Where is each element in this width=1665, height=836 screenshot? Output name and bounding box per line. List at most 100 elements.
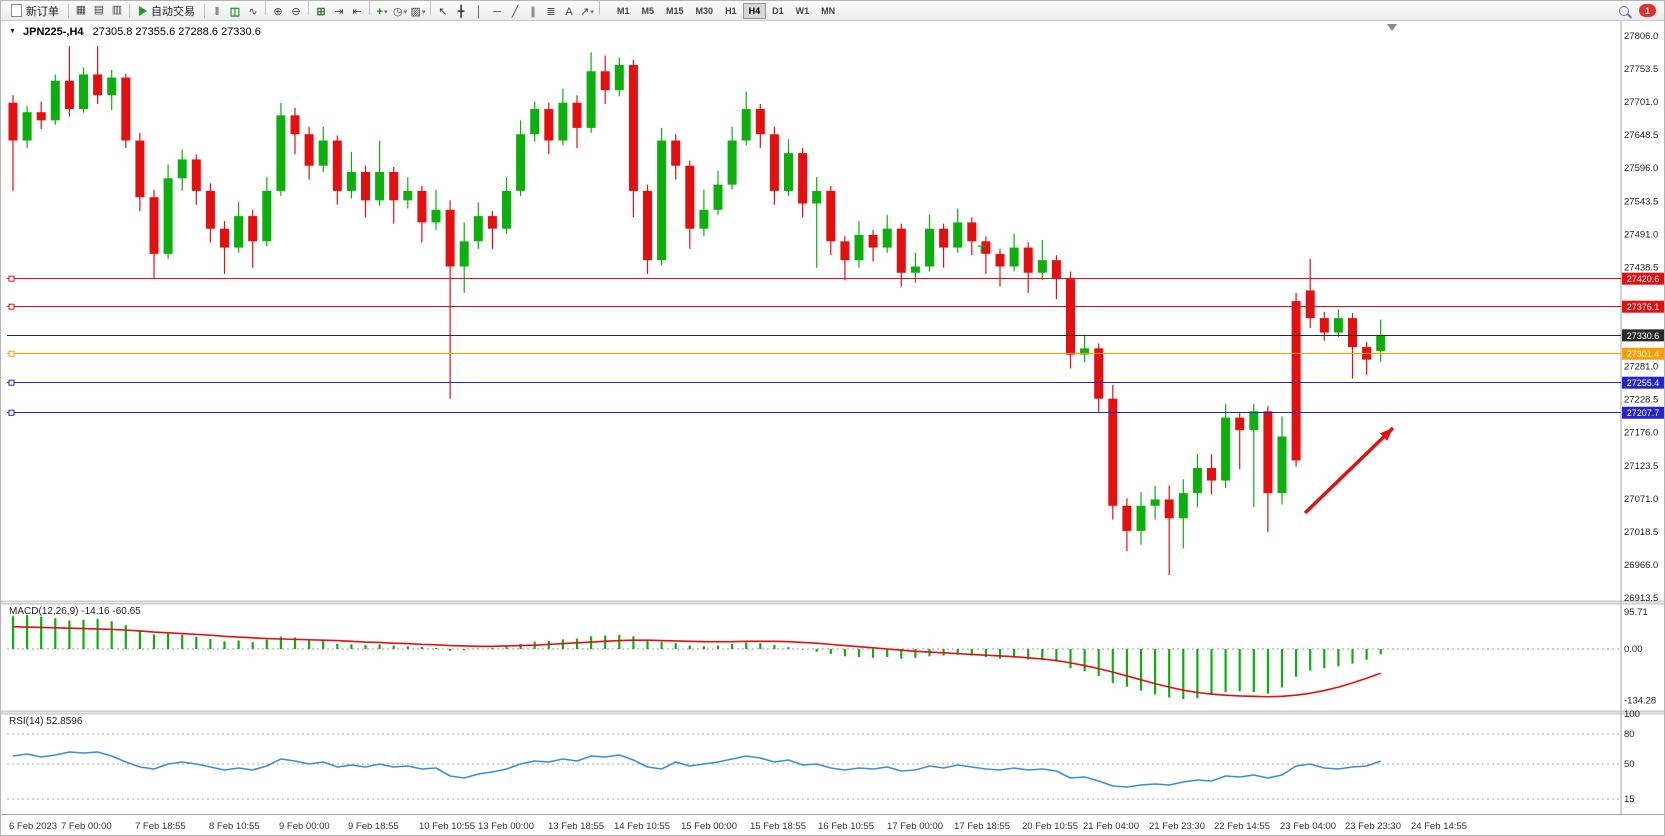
search-icon[interactable] xyxy=(1619,5,1629,16)
indicators-icon: + xyxy=(376,5,383,18)
candle-up xyxy=(713,184,723,210)
time-axis-label: 23 Feb 23:30 xyxy=(1345,821,1401,832)
profiles-button[interactable]: ▤ xyxy=(90,3,108,19)
chart-menu-icon[interactable]: ▼ xyxy=(9,28,16,35)
line-chart-icon: ∿ xyxy=(248,5,258,18)
trendline-icon: ╱ xyxy=(511,5,519,18)
text-button[interactable]: A xyxy=(560,4,578,20)
candle-up xyxy=(1080,348,1090,355)
line-handle[interactable] xyxy=(8,409,15,416)
line-handle[interactable] xyxy=(8,379,15,386)
candlesticks-button[interactable]: ◫ xyxy=(226,4,244,20)
time-axis-label: 13 Feb 18:55 xyxy=(548,821,604,832)
candle-up xyxy=(177,159,187,179)
toolbar-separator xyxy=(430,1,431,15)
arrow-annotation[interactable] xyxy=(1303,426,1395,515)
toolbar-separator xyxy=(204,3,205,18)
templates-button[interactable]: ▨ ▾ xyxy=(409,4,427,20)
price-axis-label: 27806.0 xyxy=(1624,31,1658,42)
fibonacci-button[interactable]: ≣ xyxy=(542,4,560,20)
bar-chart-button[interactable]: ‖ xyxy=(208,4,226,20)
timeframe-h1-button[interactable]: H1 xyxy=(725,5,737,16)
axis-price-tag xyxy=(1622,406,1664,419)
periods-button[interactable]: ◷ ▾ xyxy=(391,4,409,20)
price-axis-label: 27753.5 xyxy=(1624,64,1658,75)
time-axis-label: 21 Feb 23:30 xyxy=(1149,821,1205,832)
candle-up xyxy=(22,112,32,141)
price-axis-label: 27701.0 xyxy=(1624,97,1658,108)
horizontal-line-button[interactable]: ─ xyxy=(488,4,506,20)
periods-icon: ◷ xyxy=(392,5,403,18)
line-handle[interactable] xyxy=(8,303,15,310)
axis-price-tag-label: 27376.1 xyxy=(1627,302,1660,312)
candle-down xyxy=(1348,318,1357,348)
indicators-button[interactable]: + ▾ xyxy=(373,4,391,20)
dropdown-caret-icon: ▾ xyxy=(590,9,594,17)
candle-up xyxy=(403,190,413,201)
candle-up xyxy=(1333,318,1343,333)
time-axis-label: 20 Feb 10:55 xyxy=(1022,821,1078,832)
zoom-out-button[interactable]: ⊖ xyxy=(287,4,305,20)
timeframe-m1-button[interactable]: M1 xyxy=(617,5,630,16)
chart-text-marker[interactable]: T xyxy=(978,244,985,256)
rsi-line xyxy=(12,751,1381,788)
candle-down xyxy=(755,109,765,135)
auto-scroll-button[interactable]: ⇥ xyxy=(330,4,348,20)
navigator-button[interactable]: ▥ xyxy=(108,3,126,19)
zoom-in-button[interactable]: ⊕ xyxy=(269,4,287,20)
toolbar-separator xyxy=(68,3,69,18)
line-handle[interactable] xyxy=(8,275,15,282)
cursor-button[interactable]: ↖ xyxy=(434,4,452,20)
crosshair-icon: ╋ xyxy=(457,5,465,18)
time-axis-label: 15 Feb 18:55 xyxy=(750,821,806,832)
candle-down xyxy=(1263,411,1273,494)
timeframe-m30-button[interactable]: M30 xyxy=(695,5,714,16)
candle-up xyxy=(346,172,356,191)
panel-divider[interactable] xyxy=(1,600,1665,605)
text-icon: A xyxy=(565,5,573,18)
price-axis-label: 27018.5 xyxy=(1624,527,1658,538)
timeframe-w1-button[interactable]: W1 xyxy=(795,5,810,16)
arrows-button[interactable]: ↗ ▾ xyxy=(578,4,596,20)
line-handle[interactable] xyxy=(8,350,15,357)
chart-shift-button[interactable]: ⇤ xyxy=(348,4,366,20)
candle-down xyxy=(1051,260,1061,280)
notification-badge[interactable]: 1 xyxy=(1639,4,1656,17)
candle-down xyxy=(1094,348,1104,399)
candle-up xyxy=(1249,411,1259,431)
panel-divider[interactable] xyxy=(1,710,1665,715)
axis-price-tag xyxy=(1622,347,1664,360)
candle-up xyxy=(1277,436,1287,494)
trendline-button[interactable]: ╱ xyxy=(506,4,524,20)
profiles-icon: ▤ xyxy=(93,4,105,16)
price-axis-label: 27071.0 xyxy=(1624,494,1658,505)
candle-up xyxy=(375,172,385,201)
candle-up xyxy=(699,209,709,229)
time-axis-label: 22 Feb 14:55 xyxy=(1214,821,1270,832)
channel-icon: ∥ xyxy=(530,5,536,18)
auto-trading-icon xyxy=(139,5,147,16)
timeframe-m5-button[interactable]: M5 xyxy=(641,5,655,16)
candle-down xyxy=(1066,279,1075,355)
tile-windows-icon: ⊞ xyxy=(316,5,326,18)
candle-down xyxy=(1291,301,1301,461)
price-axis-label: 27596.0 xyxy=(1624,163,1658,174)
candle-up xyxy=(784,153,793,191)
new-order-button[interactable]: 新订单 xyxy=(5,2,65,20)
candle-up xyxy=(910,266,920,273)
auto-trading-button[interactable]: 自动交易 xyxy=(133,2,201,20)
charts-button[interactable]: ▦ xyxy=(72,3,90,19)
tile-windows-button[interactable]: ⊞ xyxy=(312,4,330,20)
candle-down xyxy=(967,222,977,242)
channel-button[interactable]: ∥ xyxy=(524,4,542,20)
line-chart-button[interactable]: ∿ xyxy=(244,4,262,20)
timeframe-h4-button[interactable]: H4 xyxy=(742,2,767,19)
timeframe-d1-button[interactable]: D1 xyxy=(772,5,784,16)
crosshair-button[interactable]: ╋ xyxy=(452,4,470,20)
arrow-annotation-head[interactable] xyxy=(1380,428,1393,441)
timeframe-m15-button[interactable]: M15 xyxy=(666,5,684,16)
candle-down xyxy=(896,228,906,273)
timeframe-mn-button[interactable]: MN xyxy=(821,5,836,16)
vertical-line-button[interactable]: │ xyxy=(470,4,488,20)
